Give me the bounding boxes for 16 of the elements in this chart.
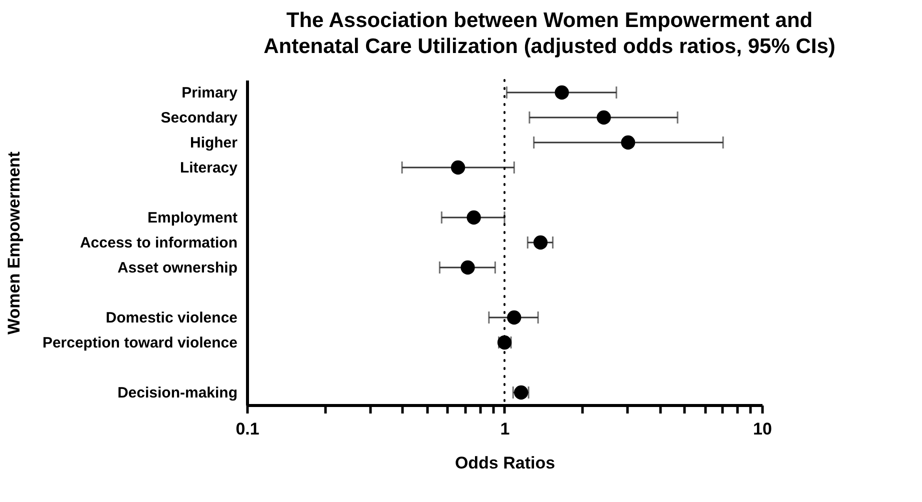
x-tick-label: 10 xyxy=(753,420,772,438)
y-tick-label: Domestic violence xyxy=(106,310,238,326)
x-tick-label: 0.1 xyxy=(236,420,260,438)
chart-title: The Association between Women Empowerment and Antenatal Care Utilization (adjusted odds ratios, 95% CIs) xyxy=(264,9,836,58)
y-tick-label: Decision-making xyxy=(117,384,238,402)
y-tick-label: Asset ownership xyxy=(117,260,238,276)
y-tick-label: Access to information xyxy=(80,234,238,252)
y-tick-label: Perception toward violence xyxy=(42,334,238,352)
y-tick-label: Secondary xyxy=(160,110,238,126)
x-axis-title: Odds Ratios xyxy=(454,454,556,472)
y-tick-label: Literacy xyxy=(180,160,238,176)
x-tick-label: 1 xyxy=(500,420,510,438)
y-tick-label: Primary xyxy=(182,84,238,102)
y-tick-label: Employment xyxy=(147,210,238,226)
y-tick-label: Higher xyxy=(190,134,238,152)
y-axis-title: Women Empowerment xyxy=(4,151,24,334)
